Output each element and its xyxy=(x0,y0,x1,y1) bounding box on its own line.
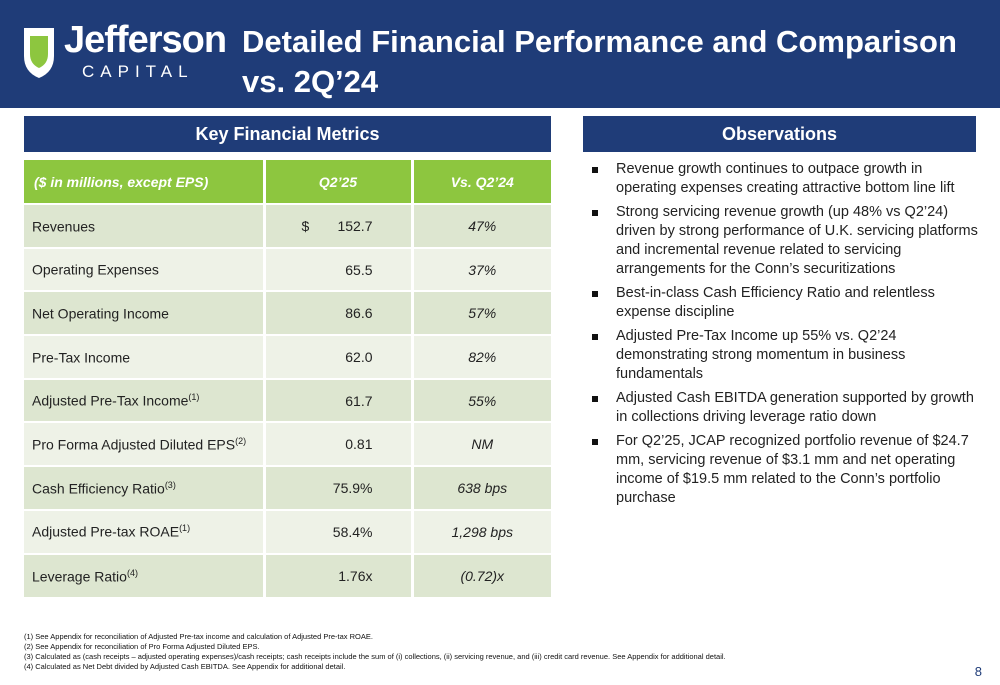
square-bullet-icon xyxy=(592,439,598,445)
footnote-ref: (4) xyxy=(126,567,138,578)
currency-symbol: $ xyxy=(301,217,310,234)
metric-label-text: Operating Expenses xyxy=(32,261,159,278)
metric-value: 86.6 xyxy=(264,290,414,336)
square-bullet-icon xyxy=(592,210,598,216)
observation-item: Strong servicing revenue growth (up 48% … xyxy=(590,203,980,279)
footnote: (1) See Appendix for reconciliation of A… xyxy=(24,632,373,641)
metric-value: $152.7 xyxy=(264,203,414,248)
table-row: Leverage Ratio(4) 1.76x (0.72)x xyxy=(24,552,551,598)
observation-item: Adjusted Pre-Tax Income up 55% vs. Q2’24… xyxy=(590,327,980,384)
metric-change: 37% xyxy=(412,246,551,292)
metric-value: 61.7 xyxy=(264,377,414,423)
metric-label-text: Leverage Ratio xyxy=(32,568,127,585)
table-row: Pre-Tax Income 62.0 82% xyxy=(24,334,551,379)
observation-item: For Q2’25, JCAP recognized portfolio rev… xyxy=(590,432,980,508)
column-header: Vs. Q2’24 xyxy=(412,160,551,204)
observations-heading: Observations xyxy=(583,116,976,152)
metric-change: 1,298 bps xyxy=(412,508,551,554)
metric-label-text: Revenues xyxy=(32,218,96,235)
footnote-ref: (1) xyxy=(179,523,191,534)
table-header-row: ($ in millions, except EPS) Q2’25 Vs. Q2… xyxy=(24,160,551,204)
metric-label: Cash Efficiency Ratio(3) xyxy=(24,465,266,510)
metric-label-text: Pre-Tax Income xyxy=(32,349,131,366)
table-row: Adjusted Pre-tax ROAE(1) 58.4% 1,298 bps xyxy=(24,508,551,554)
metric-label: Adjusted Pre-Tax Income(1) xyxy=(24,377,266,423)
square-bullet-icon xyxy=(592,396,598,402)
metric-change: 638 bps xyxy=(412,465,551,510)
footnotes: (1) See Appendix for reconciliation of A… xyxy=(24,632,964,672)
metric-label-text: Pro Forma Adjusted Diluted EPS xyxy=(32,436,236,453)
logo-wordmark: Jefferson xyxy=(64,19,227,61)
metric-label: Pre-Tax Income xyxy=(24,334,266,379)
company-logo: Jefferson CAPITAL xyxy=(22,18,227,88)
shield-logo-icon xyxy=(24,28,54,78)
metric-change: (0.72)x xyxy=(412,552,551,598)
observation-item: Best-in-class Cash Efficiency Ratio and … xyxy=(590,284,980,322)
table-row: Adjusted Pre-Tax Income(1) 61.7 55% xyxy=(24,377,551,423)
key-metrics-heading: Key Financial Metrics xyxy=(24,116,551,152)
observation-text: Adjusted Pre-Tax Income up 55% vs. Q2’24… xyxy=(616,328,906,382)
footnote-ref: (3) xyxy=(164,479,176,490)
metric-value-text: 61.7 xyxy=(345,392,373,409)
footnote: (4) Calculated as Net Debt divided by Ad… xyxy=(24,662,346,671)
metric-change: 57% xyxy=(412,290,551,336)
metric-label-text: Cash Efficiency Ratio xyxy=(32,480,165,497)
metric-label: Operating Expenses xyxy=(24,246,266,292)
metric-value: 58.4% xyxy=(264,508,414,554)
metric-value-text: 58.4% xyxy=(332,523,373,540)
footnote: (3) Calculated as (cash receipts – adjus… xyxy=(24,652,726,661)
metric-label: Revenues xyxy=(24,203,266,248)
table-row: Operating Expenses 65.5 37% xyxy=(24,246,551,292)
square-bullet-icon xyxy=(592,167,598,173)
column-header: ($ in millions, except EPS) xyxy=(24,160,266,204)
metric-value: 1.76x xyxy=(264,552,414,598)
metric-label: Leverage Ratio(4) xyxy=(24,552,266,598)
metric-label-text: Net Operating Income xyxy=(32,305,169,322)
header-banner: Jefferson CAPITAL Detailed Financial Per… xyxy=(0,0,1000,108)
metric-value: 65.5 xyxy=(264,246,414,292)
observation-item: Revenue growth continues to outpace grow… xyxy=(590,160,980,198)
observation-text: Best-in-class Cash Efficiency Ratio and … xyxy=(616,285,935,320)
observations-list: Revenue growth continues to outpace grow… xyxy=(590,160,980,513)
metric-change: NM xyxy=(412,421,551,467)
metric-value: 62.0 xyxy=(264,334,414,379)
observation-text: For Q2’25, JCAP recognized portfolio rev… xyxy=(616,433,969,506)
metric-label: Net Operating Income xyxy=(24,290,266,336)
table-row: Revenues $152.7 47% xyxy=(24,203,551,248)
square-bullet-icon xyxy=(592,291,598,297)
metrics-table: ($ in millions, except EPS) Q2’25 Vs. Q2… xyxy=(24,160,551,598)
table-row: Pro Forma Adjusted Diluted EPS(2) 0.81 NM xyxy=(24,421,551,467)
observation-text: Strong servicing revenue growth (up 48% … xyxy=(616,204,978,277)
metric-label-text: Adjusted Pre-Tax Income xyxy=(32,392,189,409)
metric-change: 55% xyxy=(412,377,551,423)
table-row: Net Operating Income 86.6 57% xyxy=(24,290,551,336)
square-bullet-icon xyxy=(592,334,598,340)
observation-text: Adjusted Cash EBITDA generation supporte… xyxy=(616,390,974,425)
metric-value-text: 152.7 xyxy=(337,217,373,234)
footnote: (2) See Appendix for reconciliation of P… xyxy=(24,642,260,651)
metric-value-text: 0.81 xyxy=(345,436,373,453)
observation-item: Adjusted Cash EBITDA generation supporte… xyxy=(590,389,980,427)
page-title: Detailed Financial Performance and Compa… xyxy=(242,24,957,99)
metric-label: Pro Forma Adjusted Diluted EPS(2) xyxy=(24,421,266,467)
table-row: Cash Efficiency Ratio(3) 75.9% 638 bps xyxy=(24,465,551,510)
metric-value: 0.81 xyxy=(264,421,414,467)
metric-value-text: 62.0 xyxy=(345,348,373,365)
logo-subtitle: CAPITAL xyxy=(82,62,194,81)
metric-label: Adjusted Pre-tax ROAE(1) xyxy=(24,508,266,554)
metric-value-text: 75.9% xyxy=(332,479,373,496)
metric-label-text: Adjusted Pre-tax ROAE xyxy=(32,523,180,540)
metric-value-text: 1.76x xyxy=(338,567,373,584)
metric-change: 47% xyxy=(412,203,551,248)
page-number: 8 xyxy=(974,664,982,679)
metric-change: 82% xyxy=(412,334,551,379)
footnote-ref: (1) xyxy=(188,392,200,403)
footnote-ref: (2) xyxy=(235,435,247,446)
observation-text: Revenue growth continues to outpace grow… xyxy=(616,161,955,196)
metric-value: 75.9% xyxy=(264,465,414,510)
column-header: Q2’25 xyxy=(264,160,414,204)
metric-value-text: 86.6 xyxy=(345,305,373,322)
metric-value-text: 65.5 xyxy=(345,261,373,278)
